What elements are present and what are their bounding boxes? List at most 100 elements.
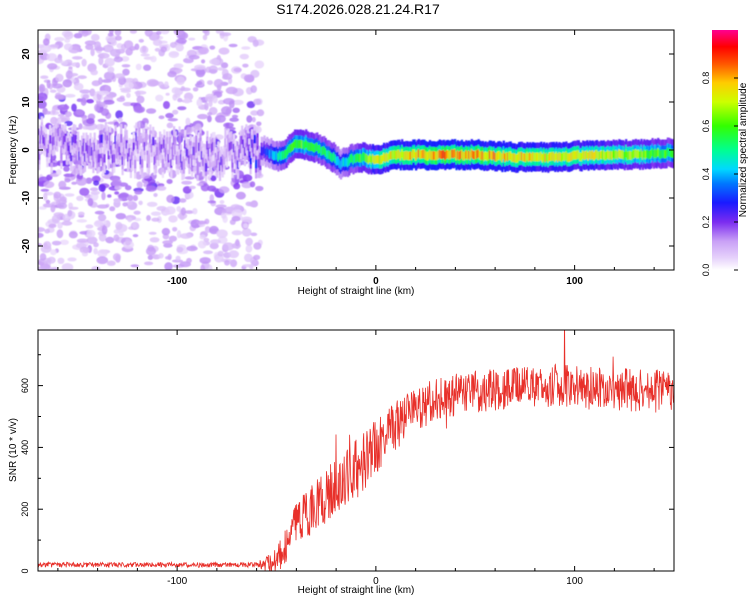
spectrogram-noise-blob <box>186 257 192 264</box>
spectrogram-noise-blob <box>122 68 130 76</box>
spectrogram-noise-blob <box>196 182 204 187</box>
spectrogram-ridge-cell <box>326 150 329 159</box>
spectrogram-noise-blob <box>179 198 187 203</box>
spectrogram-ridge-cell <box>652 149 656 159</box>
spectrogram-ridge-cell <box>224 138 227 148</box>
spectrogram-noise-blob <box>188 37 196 41</box>
spectrogram-ridge-cell <box>136 140 139 150</box>
spectrogram-noise-blob <box>136 181 143 189</box>
spectrogram-ridge-cell <box>395 150 398 160</box>
spectrogram-noise-blob <box>163 101 170 109</box>
spectrogram-ridge-cell <box>273 151 276 160</box>
spectrogram-ridge-cell <box>570 152 573 161</box>
spectrogram-ridge-cell <box>640 149 643 158</box>
spectrogram-noise-blob <box>61 220 73 226</box>
spectrogram-ridge-cell <box>334 154 337 164</box>
spectrogram-ridge-cell <box>666 147 669 157</box>
spectrogram-noise-blob <box>38 83 46 93</box>
spectrogram-ridge-cell <box>274 151 277 161</box>
spectrogram-ridge-cell <box>466 151 469 160</box>
spectrogram-ridge-cell <box>192 146 195 156</box>
spectrogram-noise-blob <box>83 30 92 36</box>
spectrogram-x-tick-label: -100 <box>167 276 187 287</box>
spectrogram-noise-blob <box>63 166 70 172</box>
spectrogram-ridge-cell <box>160 144 163 153</box>
spectrogram-ridge-cell <box>267 148 270 158</box>
spectrogram-ridge-cell <box>481 151 484 160</box>
spectrogram-noise-blob <box>46 53 58 62</box>
spectrogram-ridge-cell <box>241 135 244 145</box>
spectrogram-noise-blob <box>213 78 224 88</box>
spectrogram-noise-blob <box>241 181 253 189</box>
spectrogram-noise-blob <box>162 233 170 240</box>
spectrogram-ridge-cell <box>298 139 301 149</box>
spectrogram-noise-blob <box>121 64 131 68</box>
spectrogram-ridge-cell <box>630 151 633 160</box>
spectrogram-noise-blob <box>94 41 101 50</box>
spectrogram-ridge-cell <box>498 151 501 160</box>
spectrogram-noise-blob <box>207 200 216 204</box>
spectrogram-ridge-cell <box>111 154 114 164</box>
spectrogram-noise-blob <box>168 169 177 179</box>
spectrogram-ridge-cell <box>170 159 173 168</box>
spectrogram-ridge-cell <box>107 150 110 160</box>
spectrogram-ridge-cell <box>134 159 137 169</box>
spectrogram-y-tick-label: -20 <box>21 238 32 253</box>
spectrogram-noise-blob <box>122 102 134 107</box>
spectrogram-ridge-cell <box>89 143 92 152</box>
spectrogram-ridge-cell <box>410 151 414 161</box>
spectrogram-ridge-cell <box>307 142 311 151</box>
spectrogram-noise-blob <box>176 206 182 212</box>
spectrogram-ridge-cell <box>595 150 599 159</box>
spectrogram-noise-blob <box>167 118 178 122</box>
spectrogram-ridge-cell <box>54 128 57 137</box>
spectrogram-noise-blob <box>75 109 84 116</box>
spectrogram-ridge-cell <box>355 154 358 163</box>
spectrogram-ridge-cell <box>50 154 53 163</box>
spectrogram-noise-blob <box>86 99 94 104</box>
spectrogram-noise-blob <box>219 32 232 37</box>
spectrogram-ridge-cell <box>428 150 432 159</box>
spectrogram-noise-blob <box>166 194 175 203</box>
spectrogram-noise-blob <box>160 46 167 53</box>
spectrogram-ridge-cell <box>384 153 387 163</box>
spectrogram-ridge-cell <box>189 145 192 154</box>
spectrogram-ridge-cell <box>306 141 309 150</box>
spectrogram-ridge-cell <box>321 146 324 156</box>
spectrogram-ridge-cell <box>291 143 294 152</box>
spectrogram-noise-blob <box>214 115 226 123</box>
spectrogram-ridge-cell <box>376 155 379 164</box>
snr-panel: -100 0 100 0 200 400 600 Height of straight l… <box>8 329 675 596</box>
spectrogram-ridge-cell <box>487 151 490 161</box>
spectrogram-noise-blob <box>164 81 169 88</box>
spectrogram-noise-blob <box>212 95 218 104</box>
spectrogram-ridge-cell <box>213 142 216 151</box>
spectrogram-ridge-cell <box>526 152 529 161</box>
spectrogram-ridge-cell <box>534 152 537 162</box>
spectrogram-noise-blob <box>162 240 174 245</box>
spectrogram-ridge-cell <box>191 158 194 168</box>
spectrogram-noise-blob <box>40 188 50 192</box>
spectrogram-ridge-cell <box>527 153 530 162</box>
spectrogram-y-ticks: -20 -10 0 10 20 <box>21 48 674 253</box>
spectrogram-ridge-cell <box>529 152 532 161</box>
spectrogram-ridge-cell <box>604 151 607 161</box>
spectrogram-noise-blob <box>93 180 100 186</box>
spectrogram-ridge-cell <box>484 151 487 160</box>
spectrogram-noise-blob <box>113 229 121 235</box>
spectrogram-ridge-cell <box>618 149 621 158</box>
spectrogram-ridge-cell <box>633 149 636 159</box>
spectrogram-ridge-cell <box>316 142 319 151</box>
spectrogram-noise-blob <box>181 180 193 185</box>
spectrogram-ridge-cell <box>556 153 560 162</box>
spectrogram-noise-blob <box>175 255 181 262</box>
spectrogram-ridge-cell <box>562 152 565 161</box>
spectrogram-noise-blob <box>43 38 50 46</box>
spectrogram-ridge-cell <box>518 152 521 161</box>
spectrogram-ridge-cell <box>427 151 430 161</box>
spectrogram-noise-blob <box>179 87 191 92</box>
spectrogram-ridge-cell <box>260 146 263 156</box>
spectrogram-noise-blob <box>90 190 101 195</box>
spectrogram-ridge-cell <box>444 151 447 161</box>
spectrogram-ridge-cell <box>516 154 519 163</box>
